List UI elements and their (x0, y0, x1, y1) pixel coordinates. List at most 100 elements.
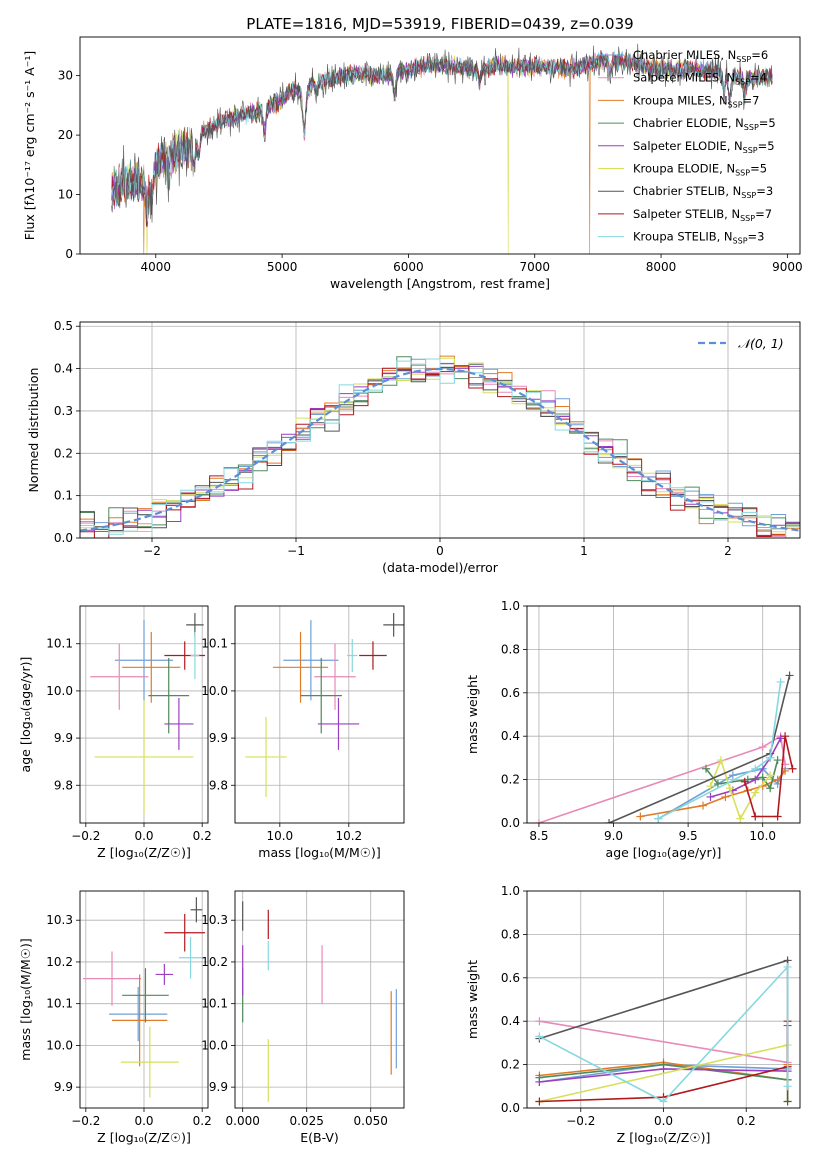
y-tick-label: 1.0 (501, 599, 520, 613)
x-tick-label: 0.2 (193, 1114, 212, 1128)
x-tick-label: 8000 (646, 260, 677, 274)
x-tick-label: 0.050 (354, 1114, 388, 1128)
y-tick-label: 0.6 (501, 971, 520, 985)
x-tick-label: 4000 (141, 260, 172, 274)
y-tick-label: 0.0 (54, 531, 73, 545)
y-tick-label: 0.0 (501, 816, 520, 830)
x-tick-label: 6000 (393, 260, 424, 274)
weight-marker-salpeter_elodie (751, 775, 760, 784)
weight-marker-salpeter_stelib (751, 812, 760, 821)
legend-label-kroupa_stelib: Kroupa STELIB, NSSP=3 (633, 230, 764, 246)
weight-line-kroupa_elodie (709, 757, 771, 821)
x-axis-label: mass [log₁₀(M/M☉)] (258, 845, 380, 860)
weight-marker-chabrier_miles (728, 771, 737, 780)
weight-marker-salpeter_stelib (788, 764, 797, 773)
y-tick-label: 0.2 (501, 1058, 520, 1072)
y-tick-label: 10 (58, 188, 73, 202)
x-tick-label: 0.000 (226, 1114, 260, 1128)
x-tick-label: 0.025 (290, 1114, 324, 1128)
x-tick-label: 9.0 (604, 829, 623, 843)
y-tick-label: 0 (65, 247, 73, 261)
x-tick-label: −0.2 (71, 829, 100, 843)
x-tick-label: 0.2 (737, 1114, 756, 1128)
weight-line-salpeter_miles (539, 1020, 788, 1064)
y-tick-label: 10.0 (46, 1038, 73, 1052)
y-tick-label: 10.1 (46, 997, 73, 1011)
panel-mass_age: 10.0 10.2 9.8 9.9 10.0 10.1 mass [log₁₀(M/M☉)] (201, 605, 405, 860)
weight-marker-kroupa_elodie (751, 788, 760, 797)
x-axis-label: age [log₁₀(age/yr)] (606, 845, 722, 860)
legend-label-salpeter_elodie: Salpeter ELODIE, NSSP=5 (633, 139, 775, 155)
y-tick-label: 0.5 (54, 319, 73, 333)
weight-marker-salpeter_stelib (535, 1097, 544, 1106)
y-tick-label: 0.6 (501, 686, 520, 700)
y-tick-label: 9.8 (209, 778, 228, 792)
x-axis-label: (data-model)/error (382, 560, 499, 575)
weight-marker-chabrier_elodie (702, 764, 711, 773)
y-tick-label: 0.2 (54, 446, 73, 460)
weight-marker-kroupa_miles (636, 812, 645, 821)
x-axis-label: Z [log₁₀(Z/Z☉)] (97, 1130, 191, 1145)
plot-area-z_age (90, 613, 206, 814)
panel-residuals: −2 −1 0 1 2 0.0 0.1 0.2 0.3 0.4 0.5 (data-model)/er… (26, 319, 801, 575)
weight-marker-chabrier_elodie (773, 756, 782, 765)
weight-marker-salpeter_miles (535, 1017, 544, 1026)
y-tick-label: 10.2 (201, 955, 228, 969)
weight-marker-salpeter_miles (534, 819, 543, 823)
y-tick-label: 20 (58, 128, 73, 142)
y-tick-label: 0.4 (501, 729, 520, 743)
y-tick-label: 10.0 (201, 684, 228, 698)
weight-marker-salpeter_elodie (659, 1064, 668, 1073)
axes-frame (526, 890, 801, 1109)
weight-marker-chabrier_stelib (605, 819, 614, 823)
y-axis-label: age [log₁₀(age/yr)] (18, 657, 33, 773)
legend-label-salpeter_stelib: Salpeter STELIB, NSSP=7 (633, 207, 772, 223)
y-tick-label: 0.3 (54, 404, 73, 418)
legend-label-chabrier_miles: Chabrier MILES, NSSP=6 (633, 48, 768, 64)
axes-frame (526, 605, 801, 824)
panel-ebv_mass: 0.000 0.025 0.050 9.9 10.0 10.1 10.2 10.3 E(B-V) (201, 890, 405, 1145)
weight-marker-kroupa_elodie (725, 784, 734, 793)
weight-marker-chabrier_elodie (713, 779, 722, 788)
axes-frame (234, 890, 405, 1109)
plot-area-ebv_mass (242, 901, 397, 1102)
figure-title: PLATE=1816, MJD=53919, FIBERID=0439, z=0… (246, 15, 633, 33)
y-tick-label: 0.1 (54, 489, 73, 503)
weight-marker-chabrier_stelib (785, 671, 794, 680)
y-tick-label: 10.0 (46, 684, 73, 698)
legend-label-salpeter_miles: Salpeter MILES, NSSP=4 (633, 71, 767, 87)
y-axis-label: Flux [fλ10⁻¹⁷ erg cm⁻² s⁻¹ A⁻¹] (22, 51, 37, 240)
y-tick-label: 10.3 (201, 913, 228, 927)
x-axis-label: wavelength [Angstrom, rest frame] (330, 276, 550, 291)
y-tick-label: 9.9 (54, 1080, 73, 1094)
weight-marker-kroupa_elodie (766, 771, 775, 780)
plot-area-age_weight (534, 671, 797, 823)
weight-marker-kroupa_elodie (706, 782, 715, 791)
weight-marker-kroupa_miles (699, 801, 708, 810)
y-tick-label: 0.2 (501, 773, 520, 787)
legend-label-kroupa_miles: Kroupa MILES, NSSP=7 (633, 93, 759, 109)
weight-marker-chabrier_stelib (783, 1097, 792, 1106)
plot-area-z_mass (82, 897, 206, 1098)
weight-marker-kroupa_stelib (659, 1097, 668, 1106)
x-tick-label: 10.0 (749, 829, 776, 843)
weight-marker-salpeter_stelib (740, 777, 749, 786)
weight-marker-salpeter_stelib (781, 732, 790, 741)
y-axis-label: mass [log₁₀(M/M☉)] (18, 938, 33, 1060)
spectrum-line-chabrier_stelib (111, 43, 773, 227)
weight-marker-chabrier_elodie (758, 773, 767, 782)
normal-curve (80, 367, 800, 532)
x-tick-label: 0 (436, 544, 444, 558)
weight-marker-kroupa_stelib (751, 764, 760, 773)
x-tick-label: 1 (580, 544, 588, 558)
x-tick-label: 8.5 (529, 829, 548, 843)
y-tick-label: 10.3 (46, 913, 73, 927)
panel-z_age: −0.2 0.0 0.2 9.8 9.9 10.0 10.1 Z [log₁₀(Z/Z☉)] a… (18, 605, 212, 860)
axes-frame (79, 321, 801, 539)
x-tick-label: 9.5 (679, 829, 698, 843)
axes-frame (79, 605, 209, 824)
weight-marker-kroupa_stelib (783, 1082, 792, 1091)
y-tick-label: 10.1 (201, 997, 228, 1011)
y-tick-label: 10.0 (201, 1038, 228, 1052)
